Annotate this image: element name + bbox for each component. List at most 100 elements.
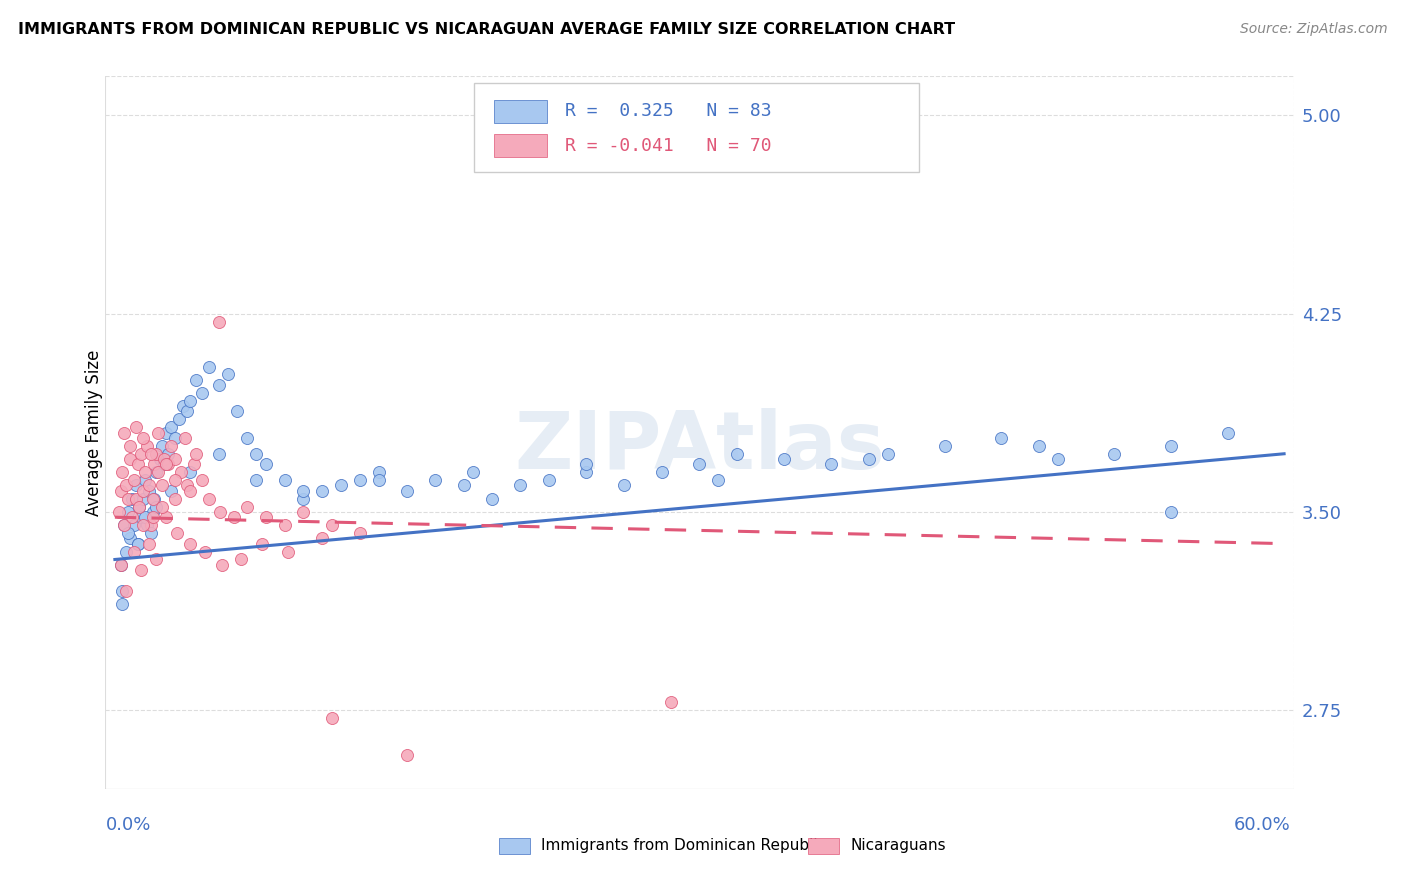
Point [150, 500, 173, 514]
Point [165, 431, 187, 445]
Point [127, 458, 149, 472]
Point [245, 447, 267, 461]
Point [107, 505, 129, 519]
Point [127, 536, 149, 550]
Point [117, 491, 139, 506]
Text: 0.0%: 0.0% [105, 816, 150, 834]
Point [129, 447, 152, 461]
Point [198, 359, 221, 374]
Point [138, 483, 160, 498]
Point [112, 518, 135, 533]
Point [165, 473, 187, 487]
Text: Source: ZipAtlas.com: Source: ZipAtlas.com [1240, 22, 1388, 37]
Point [139, 518, 162, 533]
Point [127, 536, 149, 550]
Point [150, 478, 173, 492]
Point [194, 544, 217, 558]
Point [858, 452, 880, 467]
FancyBboxPatch shape [474, 83, 920, 172]
Point [250, 536, 273, 550]
Point [129, 563, 152, 577]
Point [179, 393, 201, 408]
Point [292, 491, 315, 506]
Point [138, 478, 160, 492]
Point [121, 510, 143, 524]
Point [115, 478, 138, 492]
Point [110, 483, 132, 498]
Point [153, 458, 176, 472]
Point [118, 532, 141, 546]
Point [934, 439, 956, 453]
Point [176, 404, 198, 418]
Point [122, 473, 145, 487]
Point [115, 584, 138, 599]
Point [1104, 447, 1126, 461]
Point [138, 536, 160, 550]
Point [124, 478, 146, 492]
Point [179, 483, 201, 498]
Point [143, 458, 166, 472]
Point [134, 465, 156, 479]
Point [148, 465, 170, 479]
FancyBboxPatch shape [494, 100, 547, 122]
Point [124, 420, 146, 434]
Point [145, 465, 167, 479]
Point [134, 510, 156, 524]
Point [688, 458, 710, 472]
Point [155, 425, 177, 440]
Point [396, 483, 419, 498]
Point [1160, 505, 1182, 519]
Point [236, 431, 259, 445]
Point [156, 458, 179, 472]
Point [245, 473, 267, 487]
Point [132, 518, 155, 533]
Point [166, 526, 188, 541]
Point [453, 478, 475, 492]
Point [184, 447, 207, 461]
Point [217, 368, 239, 382]
Point [129, 510, 152, 524]
Point [132, 491, 155, 506]
Point [115, 544, 138, 558]
Text: R =  0.325   N = 83: R = 0.325 N = 83 [565, 103, 772, 120]
Point [537, 473, 560, 487]
Point [117, 505, 139, 519]
Point [190, 473, 212, 487]
Point [142, 510, 165, 524]
Point [155, 458, 177, 472]
Point [877, 447, 900, 461]
Point [183, 458, 205, 472]
Point [160, 420, 183, 434]
Point [165, 452, 187, 467]
Point [273, 518, 295, 533]
Point [145, 447, 167, 461]
Point [124, 491, 146, 506]
Point [207, 447, 229, 461]
Point [142, 505, 165, 519]
Point [118, 439, 141, 453]
Point [311, 532, 333, 546]
Point [481, 491, 503, 506]
Point [292, 505, 315, 519]
Point [170, 465, 193, 479]
Point [311, 483, 333, 498]
Point [575, 465, 598, 479]
Point [349, 526, 371, 541]
Point [211, 558, 233, 572]
Text: R = -0.041   N = 70: R = -0.041 N = 70 [565, 136, 772, 154]
Point [149, 452, 172, 467]
Point [150, 439, 173, 453]
Point [118, 452, 141, 467]
Point [167, 412, 190, 426]
Point [190, 386, 212, 401]
Point [132, 431, 155, 445]
Point [773, 452, 796, 467]
Point [165, 491, 187, 506]
Point [725, 447, 748, 461]
Point [1160, 439, 1182, 453]
Text: Nicaraguans: Nicaraguans [851, 838, 946, 853]
Text: IMMIGRANTS FROM DOMINICAN REPUBLIC VS NICARAGUAN AVERAGE FAMILY SIZE CORRELATION: IMMIGRANTS FROM DOMINICAN REPUBLIC VS NI… [18, 22, 956, 37]
Point [153, 452, 176, 467]
Point [117, 526, 139, 541]
Point [273, 473, 295, 487]
